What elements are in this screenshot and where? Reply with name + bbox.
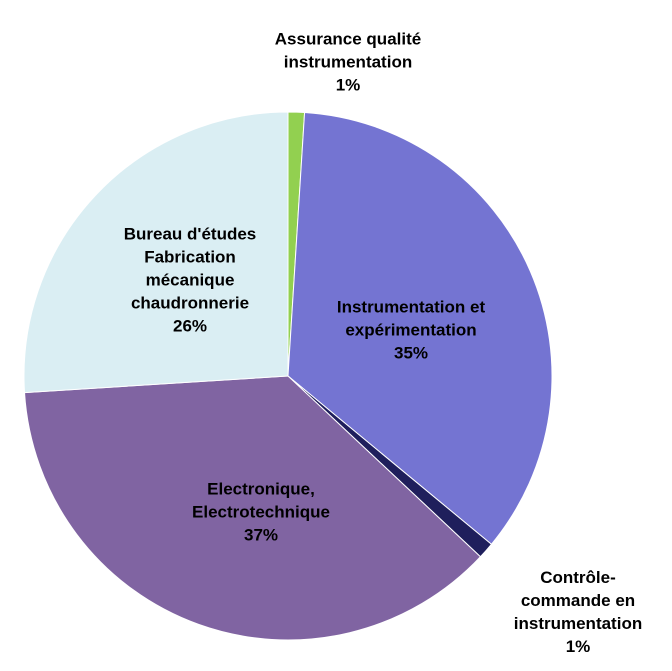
value-label: 37% <box>243 525 279 545</box>
value-label: 26% <box>172 316 208 336</box>
slice-label: Electronique, Electrotechnique 37% <box>189 478 334 547</box>
category-name: Contrôle-commande en instrumentation <box>513 568 643 633</box>
slice-label: Contrôle-commande en instrumentation 1% <box>498 566 658 658</box>
slice-label: Bureau d'études Fabrication mécanique ch… <box>98 223 283 338</box>
value-label: 1% <box>565 637 591 656</box>
slice <box>23 375 482 641</box>
category-name: Assurance qualité instrumentation <box>274 29 422 72</box>
slice <box>287 111 553 545</box>
value-label: 1% <box>335 75 361 95</box>
slice <box>23 111 289 394</box>
value-label: 35% <box>393 343 429 363</box>
category-name: Bureau d'études Fabrication mécanique ch… <box>123 224 257 313</box>
category-name: Instrumentation et expérimentation <box>336 297 486 340</box>
slice-label: Assurance qualité instrumentation 1% <box>258 28 438 97</box>
category-name: Electronique, Electrotechnique <box>192 479 330 522</box>
slice-label: Instrumentation et expérimentation 35% <box>321 296 501 365</box>
